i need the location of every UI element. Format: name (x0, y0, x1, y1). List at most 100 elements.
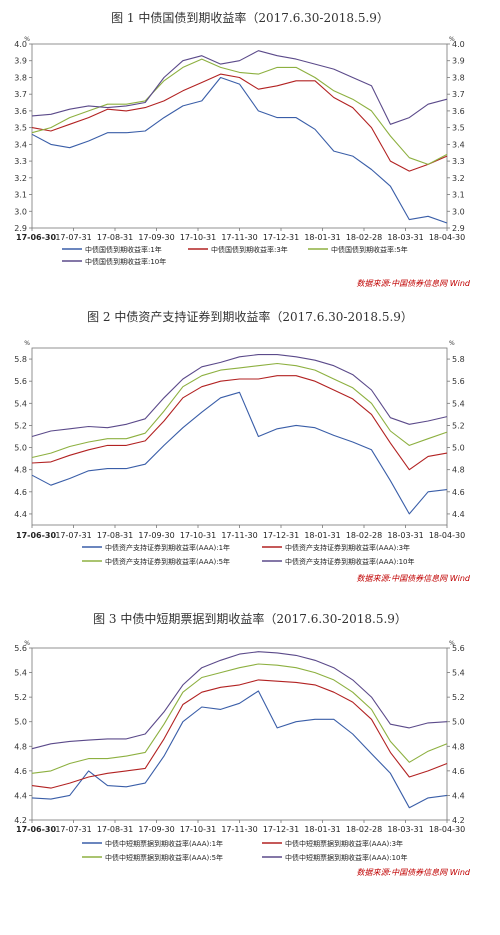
x-tick-label: 17-06-30 (16, 233, 56, 242)
y-tick-label: 3.9 (14, 57, 27, 66)
legend-label: 中债国债到期收益率:1年 (85, 245, 162, 254)
y-tick-label: 5.8 (14, 355, 27, 364)
y-tick-label: 5.6 (452, 644, 465, 653)
y-tick-label: 4.6 (452, 488, 465, 497)
legend-label: 中债资产支持证券到期收益率(AAA):5年 (105, 557, 230, 566)
y-tick-label: 4.4 (14, 510, 27, 519)
y-tick-label: 3.3 (452, 157, 465, 166)
y-tick-label: 2.9 (452, 224, 465, 233)
y-tick-label: 3.9 (452, 57, 465, 66)
y-tick-label: 3.5 (452, 124, 465, 133)
y-tick-label: 3.7 (14, 90, 27, 99)
series-line-4 (31, 651, 448, 750)
x-tick-label: 17-11-30 (221, 825, 257, 834)
x-tick-label: 18-04-30 (429, 825, 465, 834)
y-tick-label: 5.6 (452, 377, 465, 386)
chart-1-svg: % % 2.9 2.9 3.0 3.0 3.1 3.1 3.2 3.2 3.3 3.3 3.4 3.4 3.… (14, 36, 471, 288)
y-tick-label: 3.1 (452, 191, 465, 200)
legend-label: 中债中短期票据到期收益率(AAA):3年 (285, 839, 403, 848)
x-tick-label: 17-09-30 (138, 825, 174, 834)
legend-label: 中债中短期票据到期收益率(AAA):5年 (105, 853, 223, 862)
unit-label: % (449, 640, 455, 647)
series-line-1 (31, 76, 448, 224)
y-tick-label: 4.8 (452, 466, 465, 475)
unit-label: % (24, 36, 30, 43)
y-tick-label: 3.1 (14, 191, 27, 200)
x-tick-label: 18-04-30 (429, 233, 465, 242)
source-note: 数据来源:中国债券信息网 Wind (356, 574, 470, 583)
series-line-1 (31, 690, 448, 809)
plot-frame (31, 647, 448, 821)
unit-label: % (24, 340, 30, 347)
x-tick-label: 18-04-30 (429, 531, 465, 540)
legend-label: 中债资产支持证券到期收益率(AAA):10年 (285, 557, 414, 566)
series-line-2 (31, 679, 448, 789)
y-tick-label: 4.8 (14, 742, 27, 751)
y-tick-label: 4.0 (14, 40, 27, 49)
y-tick-label: 3.4 (452, 140, 465, 149)
y-tick-label: 3.3 (14, 157, 27, 166)
series-line-1 (31, 391, 448, 515)
source-note: 数据来源:中国债券信息网 Wind (356, 868, 470, 877)
y-tick-label: 5.6 (14, 644, 27, 653)
y-tick-label: 3.8 (452, 73, 465, 82)
y-tick-label: 5.6 (14, 377, 27, 386)
y-tick-label: 4.2 (452, 816, 465, 825)
x-tick-label: 18-03-31 (387, 825, 423, 834)
x-tick-label: 17-10-31 (180, 233, 216, 242)
y-tick-label: 5.2 (14, 693, 27, 702)
legend-label: 中债国债到期收益率:3年 (211, 245, 288, 254)
legend-label: 中债中短期票据到期收益率(AAA):10年 (285, 853, 407, 862)
y-tick-label: 5.4 (452, 399, 465, 408)
series-line-3 (31, 58, 448, 165)
x-tick-label: 17-10-31 (180, 531, 216, 540)
x-tick-label: 18-03-31 (387, 531, 423, 540)
series-line-3 (31, 663, 448, 774)
y-tick-label: 3.7 (452, 90, 465, 99)
figure-3: 图 3 中债中短期票据到期收益率（2017.6.30-2018.5.9） %% 4… (0, 610, 500, 935)
x-tick-label: 18-02-28 (346, 233, 382, 242)
y-tick-label: 3.6 (452, 107, 465, 116)
y-tick-label: 4.6 (452, 767, 465, 776)
y-tick-label: 5.2 (452, 693, 465, 702)
legend-label: 中债资产支持证券到期收益率(AAA):3年 (285, 543, 410, 552)
y-tick-label: 5.4 (14, 399, 27, 408)
chart-title: 图 1 中债国债到期收益率（2017.6.30-2018.5.9） (111, 11, 389, 25)
unit-label: % (449, 36, 455, 43)
y-tick-label: 4.4 (452, 510, 465, 519)
x-tick-label: 17-06-30 (16, 825, 56, 834)
x-tick-label: 17-10-31 (180, 825, 216, 834)
x-tick-label: 18-01-31 (304, 531, 340, 540)
y-tick-label: 5.2 (452, 421, 465, 430)
x-tick-label: 17-11-30 (221, 233, 257, 242)
x-tick-label: 18-02-28 (346, 531, 382, 540)
y-tick-label: 5.0 (452, 444, 465, 453)
plot-frame (31, 347, 448, 526)
y-tick-label: 5.4 (14, 669, 27, 678)
chart-title: 图 2 中债资产支持证券到期收益率（2017.6.30-2018.5.9） (87, 310, 413, 324)
x-tick-label: 17-07-31 (55, 825, 91, 834)
chart-title: 图 3 中债中短期票据到期收益率（2017.6.30-2018.5.9） (93, 612, 407, 626)
x-tick-label: 17-09-30 (138, 233, 174, 242)
x-tick-label: 17-11-30 (221, 531, 257, 540)
x-tick-label: 17-08-31 (97, 531, 133, 540)
series-line-3 (31, 362, 448, 459)
y-tick-label: 3.8 (14, 73, 27, 82)
unit-label: % (449, 340, 455, 347)
legend-label: 中债国债到期收益率:5年 (331, 245, 408, 254)
y-tick-label: 2.9 (14, 224, 27, 233)
x-tick-label: 17-12-31 (263, 233, 299, 242)
chart-3-svg: % % 4.2 4.2 4.4 4.4 4.6 4.6 4.8 4.8 5.0 5.0 5.2 5.2 5.… (14, 640, 471, 877)
y-tick-label: 3.2 (14, 174, 27, 183)
legend-label: 中债国债到期收益率:10年 (85, 257, 166, 266)
y-tick-label: 5.8 (452, 355, 465, 364)
figure-1: 图 1 中债国债到期收益率（2017.6.30-2018.5.9） %% 2.9 2… (0, 0, 500, 300)
series-line-4 (31, 354, 448, 438)
y-tick-label: 4.8 (452, 742, 465, 751)
y-tick-label: 4.6 (14, 488, 27, 497)
x-tick-label: 17-08-31 (97, 825, 133, 834)
series-line-4 (31, 50, 448, 125)
x-tick-label: 18-03-31 (387, 233, 423, 242)
y-tick-label: 3.0 (14, 207, 27, 216)
x-tick-label: 18-01-31 (304, 233, 340, 242)
